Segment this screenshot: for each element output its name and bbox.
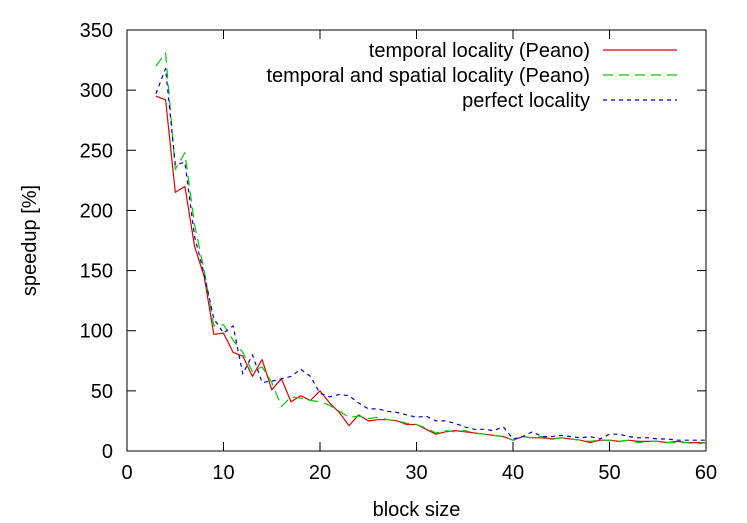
x-tick-label: 20 — [309, 462, 331, 484]
y-tick-label: 250 — [80, 140, 113, 162]
y-axis-label: speedup [%] — [19, 185, 41, 296]
series-line-3 — [155, 67, 706, 441]
y-tick-label: 150 — [80, 261, 113, 283]
series-line-1 — [155, 95, 706, 444]
y-tick-label: 350 — [80, 20, 113, 42]
legend-label-2: temporal and spatial locality (Peano) — [266, 65, 590, 87]
series-lines — [155, 52, 707, 445]
x-tick-label: 10 — [212, 462, 234, 484]
plot-area — [126, 29, 707, 452]
series-line-2 — [155, 52, 707, 445]
plot-border — [126, 29, 707, 452]
y-tick-label: 300 — [80, 80, 113, 102]
legend-label-1: temporal locality (Peano) — [369, 40, 590, 62]
y-tick-label: 0 — [102, 441, 113, 463]
x-tick-label: 30 — [405, 462, 427, 484]
x-tick-label: 0 — [121, 462, 132, 484]
y-tick-label: 100 — [80, 321, 113, 343]
legend-label-3: perfect locality — [462, 90, 590, 112]
x-tick-label: 50 — [598, 462, 620, 484]
axis-ticks: 0 10 20 30 40 50 60 0 50 100 150 200 250 300 350 — [80, 20, 718, 484]
y-tick-label: 50 — [91, 381, 113, 403]
x-axis-label: block size — [373, 499, 461, 521]
legend: temporal locality (Peano) temporal and sp… — [266, 40, 677, 112]
x-tick-label: 40 — [502, 462, 524, 484]
x-tick-label: 60 — [695, 462, 717, 484]
y-tick-label: 200 — [80, 200, 113, 222]
